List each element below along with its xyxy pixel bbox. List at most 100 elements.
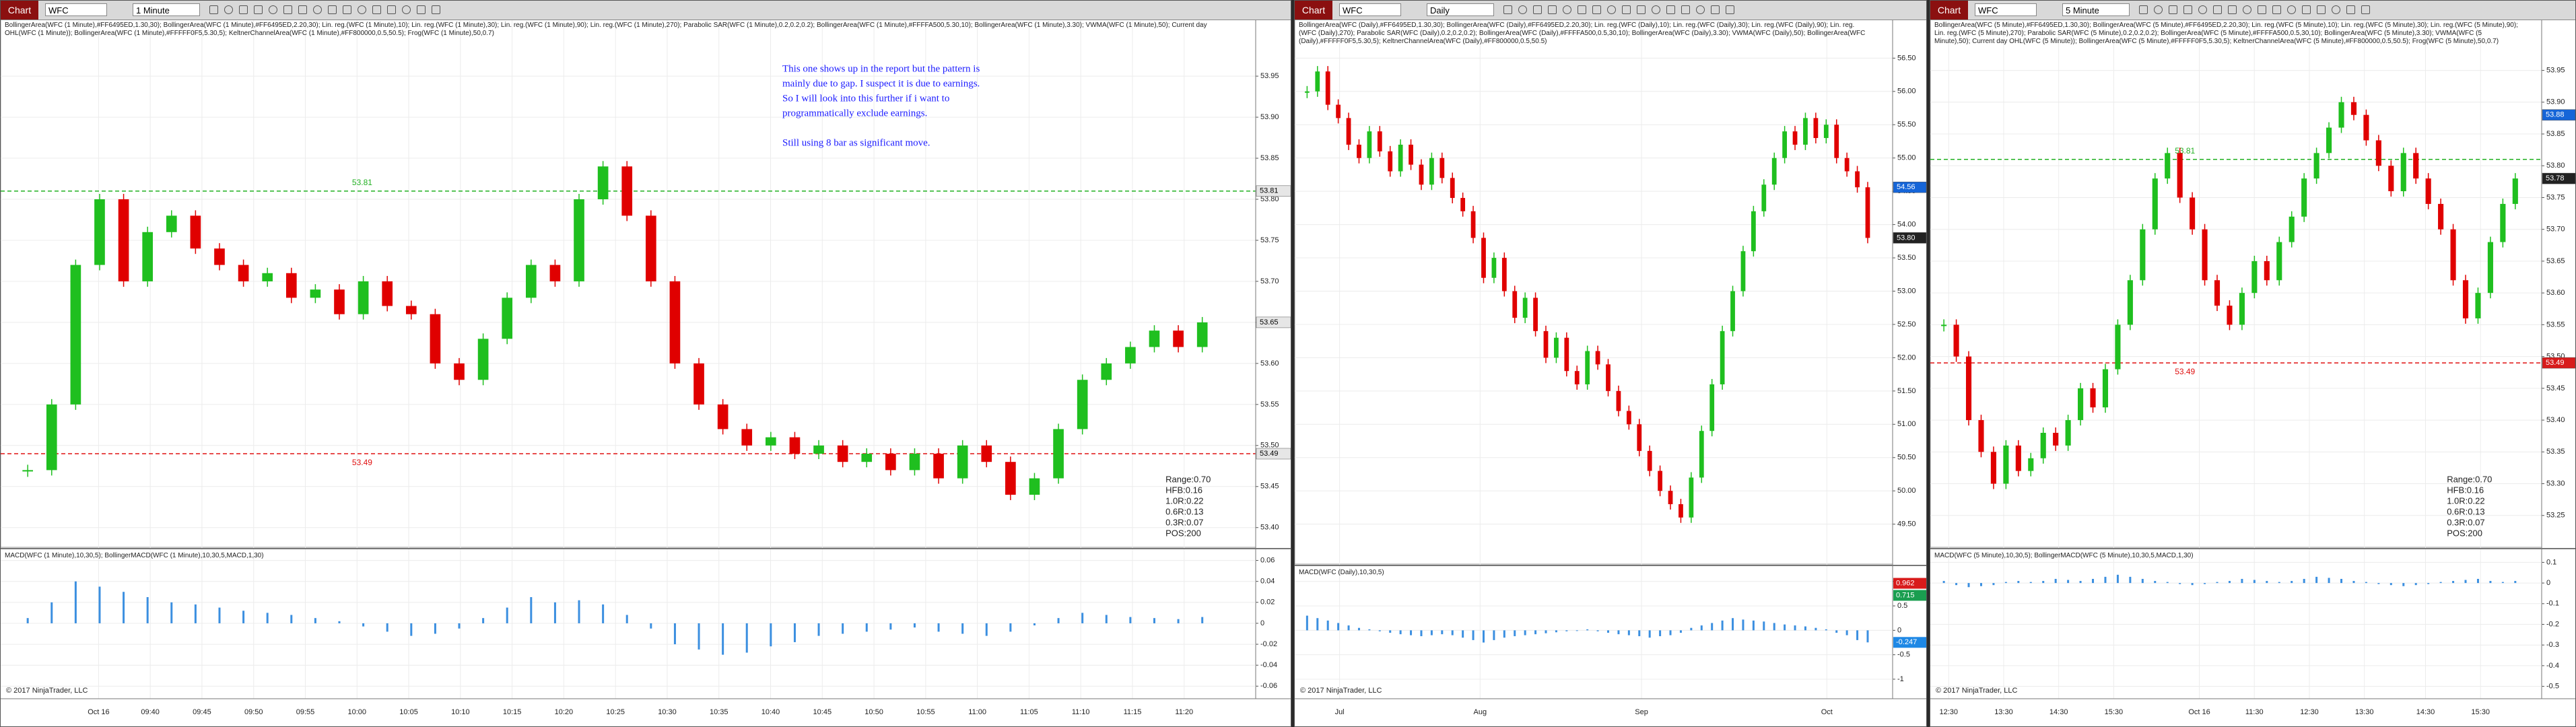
toolbar-icon[interactable] xyxy=(358,5,366,14)
interval-dropdown[interactable]: Daily xyxy=(1427,3,1494,16)
toolbar-icon[interactable] xyxy=(1666,5,1675,14)
app-button[interactable]: Chart xyxy=(1,1,38,20)
toolbar-icon[interactable] xyxy=(224,5,233,14)
macd-bar xyxy=(578,600,580,623)
toolbar-icon[interactable] xyxy=(1696,5,1705,14)
candle xyxy=(70,265,81,405)
toolbar-icon[interactable] xyxy=(2272,5,2281,14)
chart-canvas: 56.5056.0055.5055.0054.5054.0053.5053.00… xyxy=(1295,19,1926,716)
toolbar-icon[interactable] xyxy=(328,5,337,14)
candle xyxy=(1367,131,1372,158)
candle xyxy=(358,281,369,314)
interval-dropdown[interactable]: 1 Minute xyxy=(133,3,200,16)
app-button[interactable]: Chart xyxy=(1930,1,1968,20)
interval-dropdown[interactable]: 5 Minute xyxy=(2062,3,2130,16)
instrument-dropdown[interactable]: WFC xyxy=(1975,3,2037,16)
macd-marker xyxy=(1893,578,1926,589)
macd-bar xyxy=(1700,625,1703,631)
toolbar-icon[interactable] xyxy=(1637,5,1646,14)
macd-bar xyxy=(2377,583,2380,584)
app-button[interactable]: Chart xyxy=(1295,1,1332,20)
candle xyxy=(2475,293,2481,318)
toolbar-icon[interactable] xyxy=(1533,5,1542,14)
candle xyxy=(621,166,633,216)
macd-bar xyxy=(1586,629,1589,631)
toolbar-icon[interactable] xyxy=(1563,5,1571,14)
macd-bar xyxy=(1033,623,1036,626)
toolbar-icon[interactable] xyxy=(372,5,381,14)
candle xyxy=(1668,491,1673,504)
macd-bar xyxy=(1617,630,1620,635)
toolbar-icon[interactable] xyxy=(1578,5,1586,14)
toolbar-icon[interactable] xyxy=(2287,5,2296,14)
x-tick-label: 09:40 xyxy=(141,708,160,716)
macd-bar xyxy=(1503,630,1505,638)
macd-bar xyxy=(1967,583,1970,588)
toolbar-icon[interactable] xyxy=(432,5,440,14)
instrument-dropdown[interactable]: WFC xyxy=(45,3,107,16)
toolbar-icon[interactable] xyxy=(2332,5,2340,14)
price-marker xyxy=(2542,357,2575,369)
toolbar-icon[interactable] xyxy=(2183,5,2192,14)
toolbar-icon[interactable] xyxy=(2361,5,2370,14)
toolbar-icon[interactable] xyxy=(1711,5,1720,14)
toolbar-icon[interactable] xyxy=(2243,5,2251,14)
toolbar-icon[interactable] xyxy=(2139,5,2148,14)
price-marker-label: 53.49 xyxy=(2546,359,2565,367)
candle xyxy=(2251,261,2258,293)
macd-bar xyxy=(2340,578,2343,584)
macd-bar xyxy=(1942,581,1945,584)
candle xyxy=(1419,164,1424,185)
toolbar-icon[interactable] xyxy=(2302,5,2311,14)
toolbar-icon[interactable] xyxy=(2346,5,2355,14)
toolbar-icon[interactable] xyxy=(283,5,292,14)
toolbar-icon[interactable] xyxy=(2258,5,2266,14)
toolbar-icon[interactable] xyxy=(298,5,307,14)
toolbar-icon[interactable] xyxy=(1652,5,1660,14)
toolbar-icon[interactable] xyxy=(1622,5,1631,14)
x-tick-label: Oct xyxy=(1821,708,1833,716)
annotation-text: This one shows up in the report but the … xyxy=(782,63,980,74)
toolbar-icon[interactable] xyxy=(343,5,351,14)
macd-bar xyxy=(2303,578,2305,584)
candle xyxy=(2015,445,2021,471)
toolbar-icon[interactable] xyxy=(2213,5,2222,14)
toolbar-icon[interactable] xyxy=(209,5,218,14)
macd-bar xyxy=(2204,583,2206,584)
toolbar-icon[interactable] xyxy=(254,5,263,14)
toolbar-icon[interactable] xyxy=(2169,5,2177,14)
macd-bar xyxy=(2501,582,2504,584)
candle xyxy=(1357,144,1361,158)
y-tick-label: 52.00 xyxy=(1897,353,1916,361)
candle xyxy=(1626,411,1631,425)
macd-bar xyxy=(985,623,988,636)
candle xyxy=(2487,242,2493,293)
macd-bar xyxy=(2129,576,2132,584)
toolbar-icon[interactable] xyxy=(1548,5,1557,14)
macd-bar xyxy=(553,602,556,623)
toolbar-icon[interactable] xyxy=(2228,5,2237,14)
toolbar-icon[interactable] xyxy=(1681,5,1690,14)
toolbar-icon[interactable] xyxy=(1592,5,1601,14)
instrument-dropdown[interactable]: WFC xyxy=(1339,3,1401,16)
toolbar-icon[interactable] xyxy=(269,5,277,14)
toolbar-icon[interactable] xyxy=(313,5,322,14)
toolbar-icon[interactable] xyxy=(2154,5,2163,14)
toolbar-icon[interactable] xyxy=(402,5,411,14)
toolbar-icon[interactable] xyxy=(2317,5,2326,14)
macd-bar xyxy=(2291,581,2293,584)
macd-bar xyxy=(2452,581,2455,584)
toolbar-icon[interactable] xyxy=(1607,5,1616,14)
toolbar-icon[interactable] xyxy=(387,5,396,14)
toolbar-icon[interactable] xyxy=(1518,5,1527,14)
candle xyxy=(1689,477,1694,518)
y-tick-label: -0.02 xyxy=(1260,640,1277,648)
toolbar-icon[interactable] xyxy=(2198,5,2207,14)
price-marker-label: 53.78 xyxy=(2546,174,2565,182)
toolbar-icon[interactable] xyxy=(417,5,426,14)
toolbar-icon[interactable] xyxy=(1503,5,1512,14)
stat-text: POS:200 xyxy=(1165,528,1201,538)
toolbar-icon[interactable] xyxy=(1726,5,1734,14)
candle xyxy=(1941,324,1947,326)
toolbar-icon[interactable] xyxy=(239,5,248,14)
